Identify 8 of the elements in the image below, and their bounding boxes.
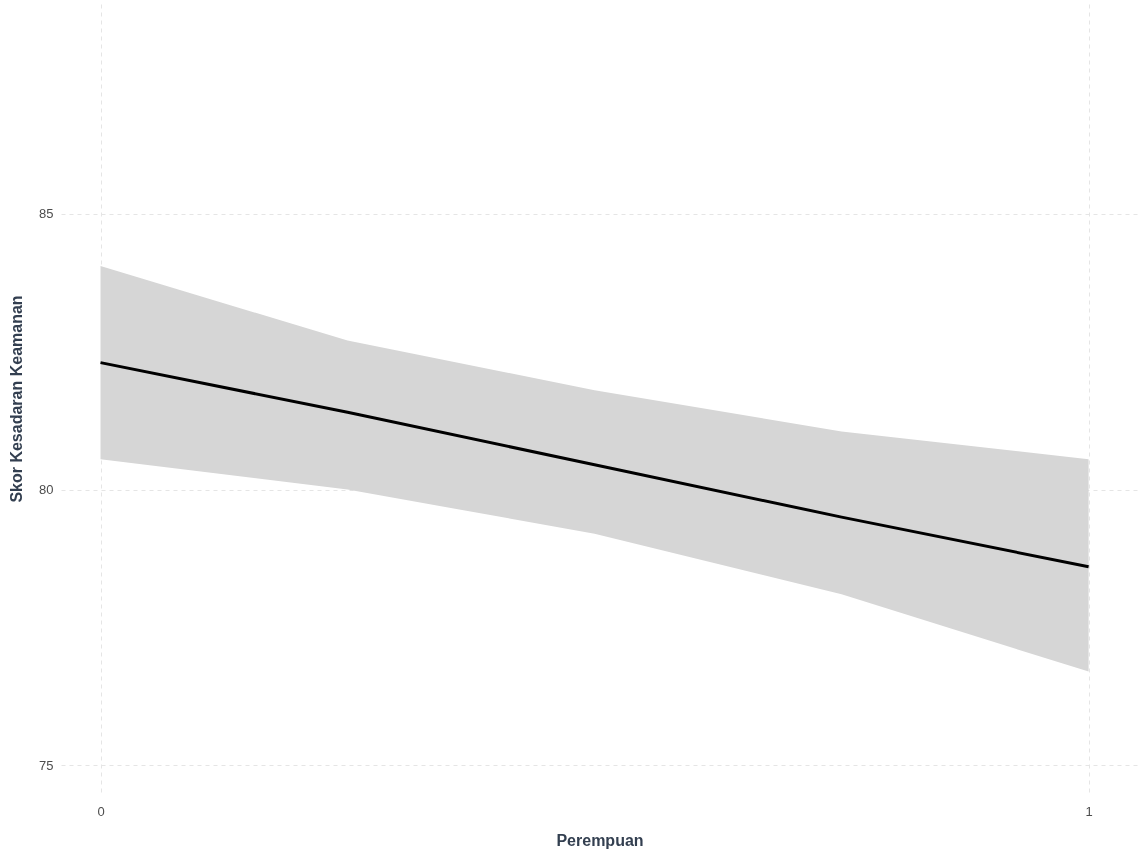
y-tick-label: 75 <box>39 757 54 773</box>
x-tick-label: 1 <box>1085 803 1093 819</box>
x-axis-title: Perempuan <box>556 831 644 849</box>
x-tick-label: 0 <box>97 803 105 819</box>
line-series <box>99 361 1091 569</box>
y-tick-label: 80 <box>39 482 54 498</box>
y-axis-title: Skor Kesadaran Keamanan <box>8 295 26 503</box>
y-tick-label: 85 <box>39 206 54 222</box>
